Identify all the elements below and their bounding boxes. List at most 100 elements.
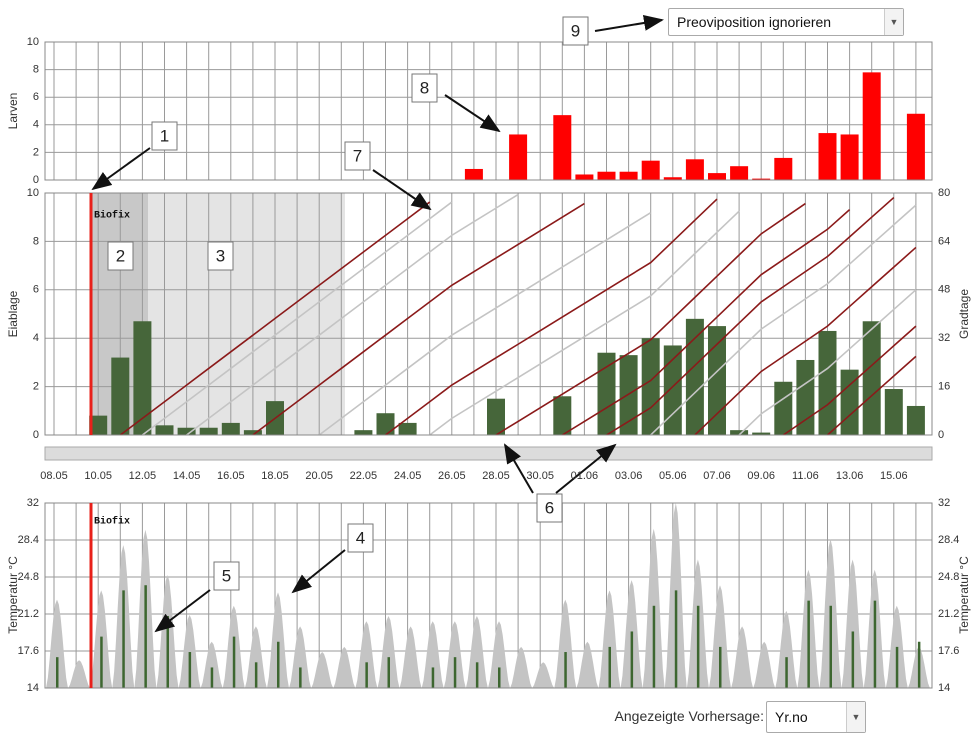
temperature-spike bbox=[100, 636, 103, 688]
temperature-area bbox=[244, 626, 267, 688]
temperature-spike bbox=[674, 590, 678, 688]
select-text: Preoviposition ignorieren bbox=[677, 14, 832, 30]
annotation: 2 bbox=[107, 241, 134, 271]
annotation: 7 bbox=[344, 141, 371, 171]
temperature-spike bbox=[873, 600, 877, 688]
select-arrow[interactable]: ▼ bbox=[846, 702, 865, 732]
temperature-area bbox=[178, 615, 201, 688]
biofix-label: Biofix bbox=[94, 516, 130, 528]
bar bbox=[818, 133, 837, 180]
annotation-box bbox=[107, 241, 134, 271]
temperature-spike bbox=[453, 657, 457, 688]
temperature-area bbox=[443, 621, 466, 688]
y-tick-label: 28.4 bbox=[18, 534, 39, 546]
temperature-spike bbox=[365, 662, 368, 688]
temperature-spike bbox=[719, 646, 722, 688]
annotation-box bbox=[344, 141, 371, 171]
bar bbox=[752, 178, 771, 180]
y-tick-label: 2 bbox=[33, 381, 39, 393]
bar bbox=[398, 422, 417, 435]
select-text: Yr.no bbox=[775, 709, 808, 725]
temperature-spike bbox=[696, 605, 700, 688]
degree-day-curve bbox=[429, 210, 740, 435]
y-tick-label: 4 bbox=[33, 332, 39, 344]
y2-axis-label: Gradtage bbox=[957, 289, 971, 339]
y-tick-label: 17.6 bbox=[18, 645, 39, 657]
arrow bbox=[503, 443, 534, 494]
bar bbox=[509, 134, 528, 180]
oviposition-shade bbox=[148, 193, 345, 435]
degree-day-curve bbox=[385, 198, 718, 435]
annotation: 9 bbox=[562, 16, 589, 46]
bar bbox=[730, 166, 749, 180]
forecast-select[interactable]: Yr.no ▼ bbox=[766, 701, 866, 733]
bar bbox=[752, 432, 771, 435]
y-tick-label: 8 bbox=[33, 64, 39, 76]
x-tick-label: 05.06 bbox=[659, 470, 687, 482]
annotation-number: 8 bbox=[420, 78, 429, 97]
temperature-spike bbox=[299, 667, 302, 688]
temperature-spike bbox=[166, 616, 169, 688]
annotation-box bbox=[207, 241, 234, 271]
temperature-spike bbox=[122, 590, 125, 688]
temperature-area bbox=[775, 610, 798, 688]
annotations: 1 2 3 4 5 6 7 8 9 bbox=[91, 15, 664, 633]
temperature-spike bbox=[431, 667, 435, 688]
x-tick-label: 07.06 bbox=[703, 470, 731, 482]
bar bbox=[487, 398, 505, 435]
temperature-spike bbox=[608, 646, 611, 688]
temperature-area bbox=[46, 599, 68, 688]
annotation-number: 5 bbox=[222, 566, 231, 585]
y2-tick-label: 32 bbox=[938, 497, 950, 509]
annotation-box bbox=[151, 121, 178, 151]
y-tick-label: 10 bbox=[27, 36, 39, 48]
x-tick-label: 30.05 bbox=[526, 470, 554, 482]
x-tick-label: 26.05 bbox=[438, 470, 466, 482]
x-tick-label: 22.05 bbox=[350, 470, 378, 482]
x-tick-label: 18.05 bbox=[261, 470, 289, 482]
temperature-area bbox=[421, 621, 444, 688]
arrow bbox=[444, 94, 501, 133]
x-tick-label: 03.06 bbox=[615, 470, 643, 482]
temperature-spike bbox=[895, 646, 899, 688]
bar bbox=[884, 389, 903, 435]
select-arrow[interactable]: ▼ bbox=[884, 9, 903, 35]
y-tick-label: 21.2 bbox=[18, 608, 39, 620]
temperature-area bbox=[68, 660, 91, 688]
temperature-area bbox=[311, 652, 334, 688]
annotation-number: 7 bbox=[353, 146, 362, 165]
y-tick-label: 10 bbox=[27, 187, 39, 199]
x-tick-label: 09.06 bbox=[747, 470, 775, 482]
oviposition-select[interactable]: Preoviposition ignorieren ▼ bbox=[668, 8, 904, 36]
temperature-spike bbox=[807, 600, 810, 688]
bar bbox=[906, 113, 925, 180]
x-tick-label: 01.06 bbox=[571, 470, 599, 482]
y-tick-label: 2 bbox=[33, 146, 39, 158]
annotation: 3 bbox=[207, 241, 234, 271]
bar bbox=[221, 422, 240, 435]
y2-tick-label: 21.2 bbox=[938, 608, 959, 620]
temperature-area bbox=[355, 621, 378, 688]
x-tick-label: 20.05 bbox=[305, 470, 333, 482]
y-tick-label: 0 bbox=[33, 174, 39, 186]
bar bbox=[663, 345, 682, 435]
arrow bbox=[91, 147, 151, 191]
arrow bbox=[372, 169, 432, 211]
degree-day-curve bbox=[738, 289, 917, 435]
y-tick-label: 8 bbox=[33, 235, 39, 247]
bar bbox=[862, 321, 881, 435]
bar bbox=[708, 173, 726, 180]
y2-tick-label: 0 bbox=[938, 429, 944, 441]
temperature-spike bbox=[210, 667, 214, 688]
x-tick-label: 11.06 bbox=[792, 470, 819, 482]
scrollbar[interactable] bbox=[44, 446, 933, 461]
annotation-number: 6 bbox=[545, 498, 554, 517]
temperature-area bbox=[510, 646, 533, 688]
temperature-spike bbox=[564, 652, 567, 688]
bar bbox=[177, 427, 196, 435]
annotation: 4 bbox=[347, 523, 374, 553]
bar bbox=[553, 396, 572, 435]
annotation-box bbox=[536, 493, 563, 523]
bar bbox=[354, 430, 373, 435]
